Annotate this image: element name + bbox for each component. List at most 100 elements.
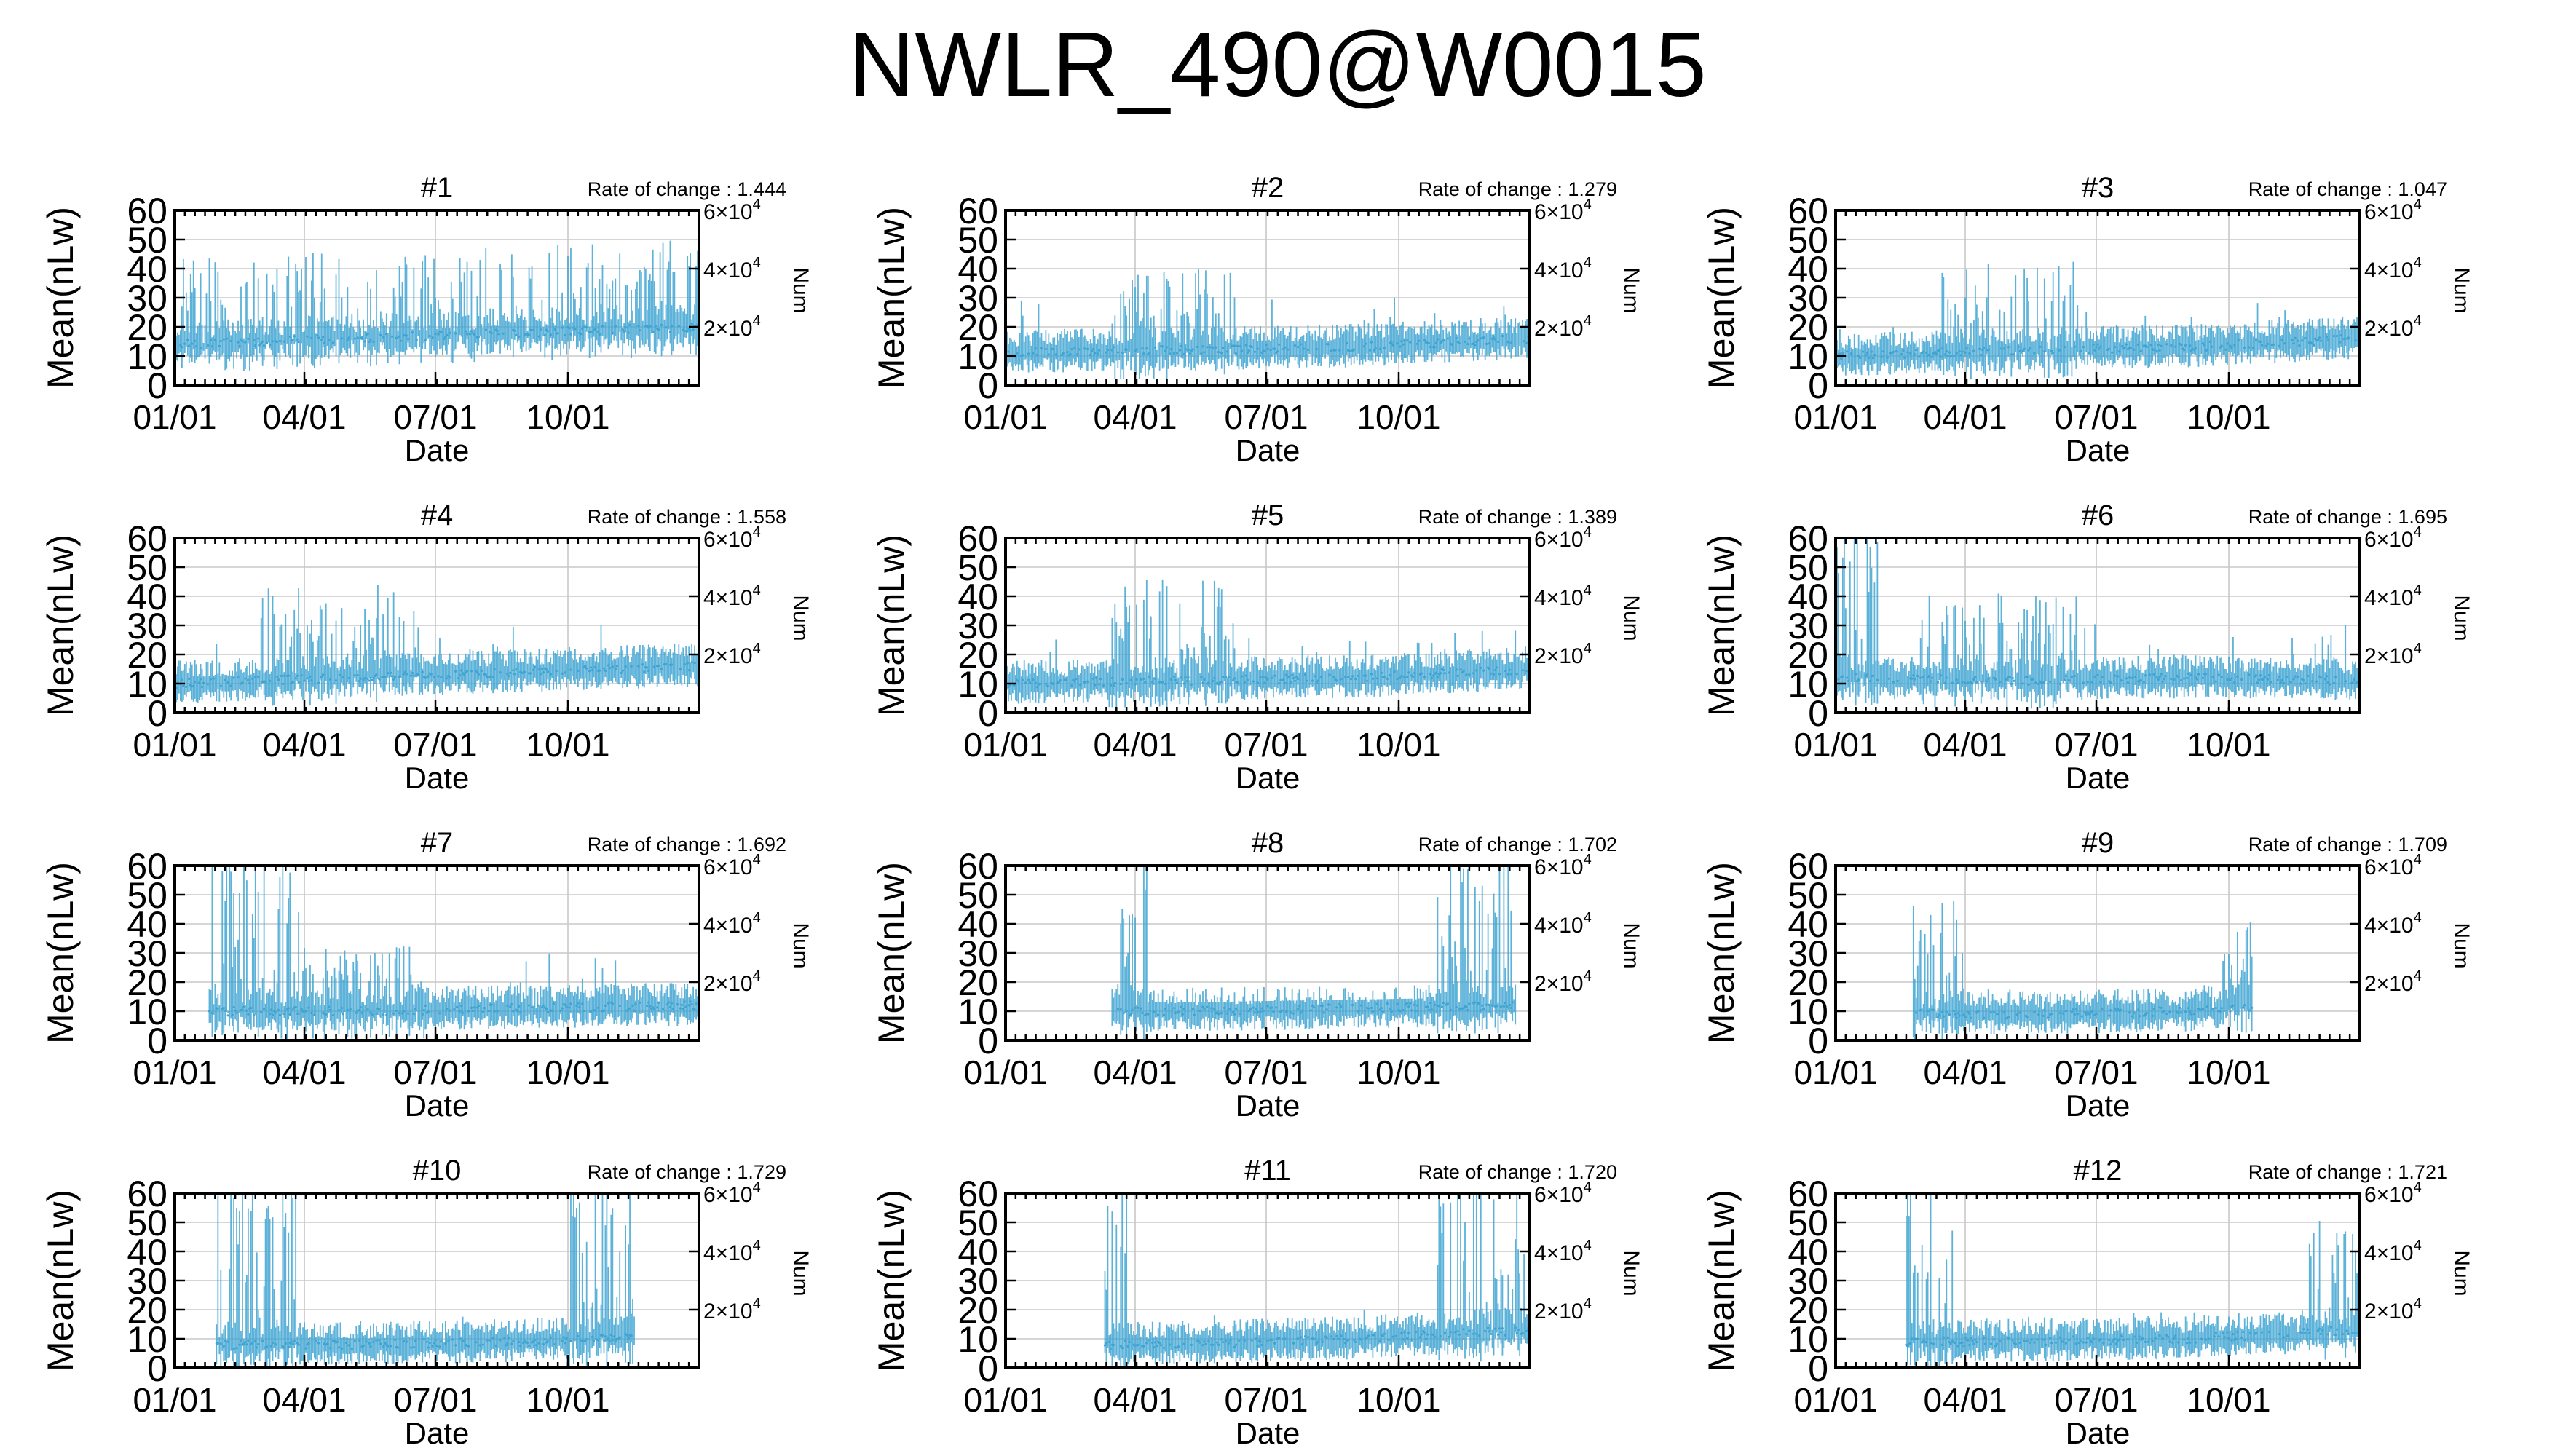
data-point (2217, 673, 2220, 676)
data-point (611, 331, 614, 334)
rate-of-change: Rate of change : 1.444 (588, 178, 786, 200)
data-point (403, 670, 407, 673)
data-point (604, 669, 607, 673)
data-point (2236, 675, 2239, 678)
data-point (372, 676, 375, 679)
data-point (287, 674, 290, 677)
data-point (1912, 674, 1915, 677)
data-point (2109, 681, 2112, 684)
data-point (253, 1014, 256, 1017)
data-point (2121, 679, 2124, 682)
panel-title: #6 (2082, 499, 2114, 531)
data-point (379, 333, 382, 336)
data-point (181, 346, 183, 349)
data-point (515, 333, 518, 336)
data-point (210, 345, 214, 348)
data-point (2039, 345, 2042, 349)
data-point (1233, 344, 1236, 347)
y-tick-label: 10 (127, 992, 167, 1032)
data-point (581, 1002, 584, 1005)
data-point (532, 328, 535, 332)
data-point (1992, 676, 1996, 679)
data-point (1475, 341, 1478, 344)
y2-tick-mantissa: 2×10 (703, 972, 753, 996)
data-point (362, 678, 365, 681)
data-point (1841, 675, 1844, 678)
data-point (1057, 681, 1060, 684)
data-point (260, 1010, 263, 1013)
data-point (470, 670, 473, 673)
data-point (1949, 355, 1952, 357)
data-point (2152, 673, 2155, 676)
data-point (2278, 675, 2280, 678)
data-point (1119, 1008, 1122, 1011)
data-point (1125, 1009, 1128, 1012)
x-axis-label: Date (405, 433, 470, 467)
data-point (1429, 345, 1432, 349)
data-point (1109, 684, 1112, 687)
data-point (1031, 352, 1035, 355)
data-point (569, 668, 572, 671)
data-point (394, 676, 397, 678)
data-point (1076, 353, 1079, 356)
data-point (1236, 681, 1239, 684)
data-point (687, 327, 690, 331)
data-point (2139, 678, 2142, 682)
data-point (1225, 676, 1228, 678)
y2-tick-exponent: 4 (753, 582, 761, 598)
y-tick-label: 40 (127, 577, 167, 617)
series-marks (1006, 579, 1530, 711)
data-point (1060, 354, 1063, 357)
y-tick-label: 0 (147, 1021, 167, 1061)
x-tick-label: 01/01 (133, 726, 216, 764)
data-point (1348, 349, 1351, 352)
data-point (2272, 343, 2275, 346)
data-point (1895, 349, 1898, 353)
data-point (611, 665, 614, 668)
data-point (1091, 349, 1094, 352)
data-point (634, 1002, 637, 1005)
data-point (1188, 352, 1191, 355)
data-point (2158, 676, 2161, 678)
data-point (1504, 669, 1506, 673)
data-point (272, 1010, 276, 1013)
data-point (2252, 347, 2255, 349)
data-point (459, 1010, 462, 1013)
data-point (2194, 347, 2197, 350)
data-point (1187, 349, 1190, 352)
series-marks (208, 866, 699, 1040)
data-point (2176, 674, 2179, 677)
data-point (2323, 678, 2327, 681)
data-point (329, 678, 332, 681)
y-tick-label: 50 (127, 220, 167, 261)
data-point (564, 1003, 566, 1006)
data-point (353, 337, 356, 340)
y-tick-label: 50 (1788, 220, 1828, 261)
data-point (219, 339, 222, 343)
data-point (1256, 347, 1259, 350)
y2-axis-label: Num (789, 267, 813, 313)
data-point (1330, 349, 1332, 352)
x-axis-label: Date (405, 1088, 470, 1123)
data-point (512, 1010, 515, 1013)
data-point (1196, 345, 1198, 348)
data-point (2326, 681, 2330, 684)
data-point (1185, 680, 1188, 683)
data-point (1344, 676, 1347, 678)
data-point (653, 1008, 656, 1010)
data-point (1086, 680, 1089, 683)
data-point (398, 335, 401, 338)
data-point (1172, 352, 1176, 355)
data-point (1403, 339, 1406, 342)
y-tick-label: 0 (147, 365, 167, 406)
data-point (577, 669, 580, 672)
data-point (1070, 684, 1073, 687)
data-point (1190, 349, 1193, 352)
data-point (497, 333, 500, 336)
panel-title: #7 (421, 827, 454, 859)
data-point (310, 678, 313, 682)
data-point (623, 331, 625, 333)
x-tick-label: 01/01 (133, 1053, 216, 1091)
data-point (385, 1013, 388, 1016)
data-point (1243, 681, 1246, 684)
